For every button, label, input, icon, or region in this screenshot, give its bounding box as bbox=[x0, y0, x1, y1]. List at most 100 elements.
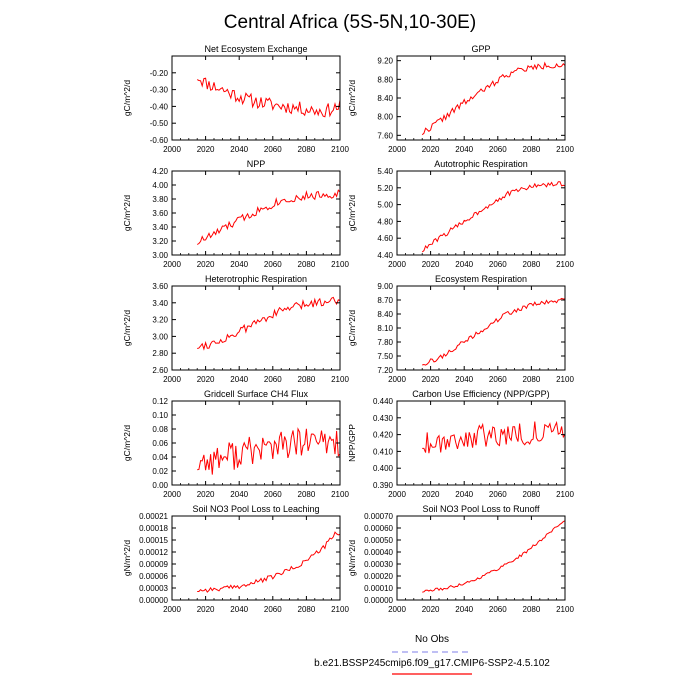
panel-7: Carbon Use Efficiency (NPP/GPP) NPP/GPP 20… bbox=[347, 389, 574, 499]
x-tick-label: 2020 bbox=[197, 605, 215, 614]
y-tick-label: 0.00000 bbox=[139, 596, 168, 605]
x-tick-label: 2060 bbox=[264, 605, 282, 614]
y-tick-label: 0.00021 bbox=[139, 512, 168, 521]
x-tick-label: 2000 bbox=[163, 145, 181, 154]
y-tick-label: 0.410 bbox=[373, 447, 394, 456]
x-tick-label: 2000 bbox=[163, 260, 181, 269]
x-tick-label: 2100 bbox=[556, 605, 574, 614]
series-line bbox=[196, 189, 341, 245]
series-line bbox=[197, 296, 341, 351]
y-tick-label: 0.00060 bbox=[364, 524, 393, 533]
plot-frame bbox=[396, 400, 566, 486]
x-tick-label: 2040 bbox=[230, 605, 248, 614]
x-tick-label: 2000 bbox=[388, 605, 406, 614]
y-tick-label: 4.80 bbox=[377, 217, 393, 226]
x-tick-label: 2080 bbox=[298, 375, 316, 384]
y-tick-label: 0.08 bbox=[152, 425, 168, 434]
panel-title: NPP bbox=[247, 159, 266, 169]
y-axis-label: NPP/GPP bbox=[347, 424, 357, 462]
plot-frame bbox=[171, 400, 341, 486]
y-tick-label: 8.80 bbox=[377, 75, 393, 84]
x-tick-label: 2060 bbox=[264, 375, 282, 384]
legend-label: No Obs bbox=[415, 634, 449, 645]
x-tick-label: 2100 bbox=[556, 145, 574, 154]
x-tick-label: 2040 bbox=[455, 375, 473, 384]
x-tick-label: 2000 bbox=[163, 375, 181, 384]
y-tick-label: 0.00050 bbox=[364, 536, 393, 545]
x-tick-label: 2040 bbox=[230, 145, 248, 154]
y-tick-label: 9.00 bbox=[377, 282, 393, 291]
x-tick-label: 2100 bbox=[331, 260, 349, 269]
panel-title: Autotrophic Respiration bbox=[434, 159, 528, 169]
x-tick-label: 2060 bbox=[264, 490, 282, 499]
y-tick-label: 3.80 bbox=[152, 195, 168, 204]
x-tick-label: 2060 bbox=[489, 490, 507, 499]
x-tick-label: 2080 bbox=[523, 605, 541, 614]
plot-frame bbox=[171, 515, 341, 601]
y-tick-label: 5.20 bbox=[377, 184, 393, 193]
x-tick-label: 2040 bbox=[230, 375, 248, 384]
y-tick-label: 7.50 bbox=[377, 352, 393, 361]
x-tick-label: 2040 bbox=[455, 260, 473, 269]
panel-9: Soil NO3 Pool Loss to Runoff gN/m^2/d 2000… bbox=[347, 504, 574, 614]
y-axis-label: gC/m^2/d bbox=[347, 80, 357, 116]
panel-5: Ecosystem Respiration gC/m^2/d 2000 2020 204… bbox=[347, 274, 574, 384]
y-tick-label: -0.60 bbox=[150, 136, 169, 145]
y-tick-label: 5.00 bbox=[377, 201, 393, 210]
y-tick-label: 0.00040 bbox=[364, 548, 393, 557]
y-tick-label: 0.430 bbox=[373, 414, 394, 423]
y-axis-label: gC/m^2/d bbox=[122, 425, 132, 461]
y-tick-label: 0.04 bbox=[152, 453, 168, 462]
y-tick-label: 3.00 bbox=[152, 251, 168, 260]
x-tick-label: 2100 bbox=[331, 145, 349, 154]
y-tick-label: 0.06 bbox=[152, 439, 168, 448]
y-tick-label: 5.40 bbox=[377, 167, 393, 176]
x-tick-label: 2020 bbox=[422, 490, 440, 499]
y-tick-label: 2.80 bbox=[152, 349, 168, 358]
panel-2: NPP gC/m^2/d 2000 2020 2040 2060 2080 2100 3.00 3… bbox=[122, 159, 349, 269]
series-line bbox=[422, 520, 566, 593]
x-tick-label: 2000 bbox=[388, 260, 406, 269]
panel-4: Heterotrophic Respiration gC/m^2/d 2000 202… bbox=[122, 274, 349, 384]
y-tick-label: 7.80 bbox=[377, 338, 393, 347]
y-axis-label: gC/m^2/d bbox=[347, 310, 357, 346]
y-tick-label: 0.400 bbox=[373, 464, 394, 473]
x-tick-label: 2100 bbox=[556, 490, 574, 499]
y-tick-label: 0.00000 bbox=[364, 596, 393, 605]
plot-frame bbox=[396, 285, 566, 371]
x-tick-label: 2020 bbox=[422, 145, 440, 154]
plot-frame bbox=[396, 55, 566, 141]
series-line bbox=[196, 77, 341, 118]
panels-container: Net Ecosystem Exchange gC/m^2/d 2000 2020 20… bbox=[122, 44, 574, 614]
series-line bbox=[421, 181, 566, 253]
y-tick-label: -0.20 bbox=[150, 69, 169, 78]
y-axis-label: gC/m^2/d bbox=[122, 310, 132, 346]
y-tick-label: 0.440 bbox=[373, 397, 394, 406]
y-tick-label: 0.02 bbox=[152, 467, 168, 476]
x-tick-label: 2020 bbox=[197, 490, 215, 499]
y-axis-label: gC/m^2/d bbox=[122, 195, 132, 231]
y-tick-label: 0.00009 bbox=[139, 560, 168, 569]
x-tick-label: 2000 bbox=[163, 605, 181, 614]
x-tick-label: 2020 bbox=[422, 260, 440, 269]
x-tick-label: 2040 bbox=[455, 490, 473, 499]
y-tick-label: 0.00010 bbox=[364, 584, 393, 593]
x-tick-label: 2080 bbox=[523, 375, 541, 384]
x-tick-label: 2100 bbox=[331, 605, 349, 614]
x-tick-label: 2020 bbox=[197, 375, 215, 384]
x-tick-label: 2100 bbox=[331, 490, 349, 499]
x-tick-label: 2100 bbox=[556, 260, 574, 269]
y-tick-label: -0.30 bbox=[150, 86, 169, 95]
y-tick-label: 4.00 bbox=[152, 181, 168, 190]
x-tick-label: 2060 bbox=[489, 260, 507, 269]
x-tick-label: 2000 bbox=[388, 375, 406, 384]
y-tick-label: 0.12 bbox=[152, 397, 168, 406]
x-tick-label: 2080 bbox=[298, 145, 316, 154]
legend-label: b.e21.BSSP245cmip6.f09_g17.CMIP6-SSP2-4.… bbox=[314, 658, 550, 669]
panel-8: Soil NO3 Pool Loss to Leaching gN/m^2/d 20… bbox=[122, 504, 349, 614]
panel-3: Autotrophic Respiration gC/m^2/d 2000 2020 2… bbox=[347, 159, 574, 269]
x-tick-label: 2020 bbox=[197, 145, 215, 154]
y-tick-label: -0.40 bbox=[150, 102, 169, 111]
series-line bbox=[197, 427, 341, 475]
